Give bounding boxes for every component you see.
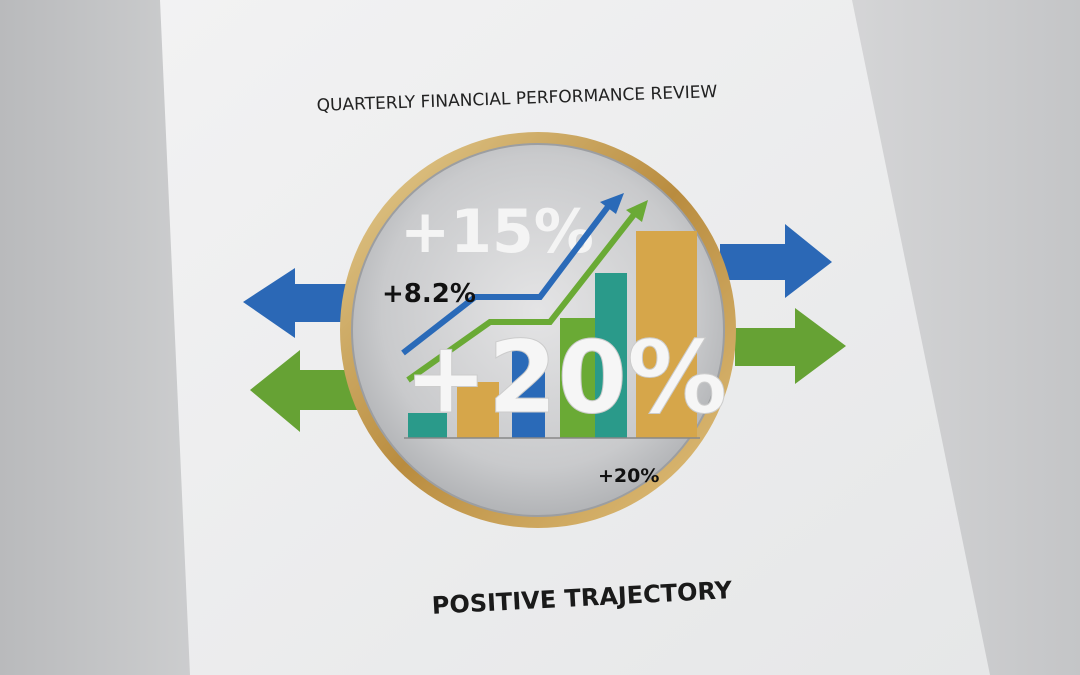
bar-chart-graphic (404, 231, 700, 439)
trend-arrow-blue-icon (600, 193, 624, 214)
arrow-left-green-icon (250, 350, 362, 432)
trend-arrow-green-icon (626, 200, 648, 222)
stat-large-center: +20% (404, 319, 727, 436)
trend-line-green (406, 210, 639, 383)
arrow-right-blue-icon (720, 224, 832, 298)
bar-4 (560, 318, 598, 438)
stat-small-left: +8.2% (382, 279, 476, 309)
bar-2 (457, 382, 499, 438)
arrow-right-green-icon (735, 308, 846, 384)
bar-3 (512, 348, 545, 438)
arrow-left-blue-icon (243, 268, 355, 338)
stat-small-bottom: +20% (598, 465, 659, 487)
trend-line-blue (401, 202, 613, 356)
bar-5 (595, 273, 627, 438)
bar-1 (408, 413, 447, 438)
stat-large-top: +15% (400, 197, 594, 267)
bar-6 (636, 231, 697, 438)
